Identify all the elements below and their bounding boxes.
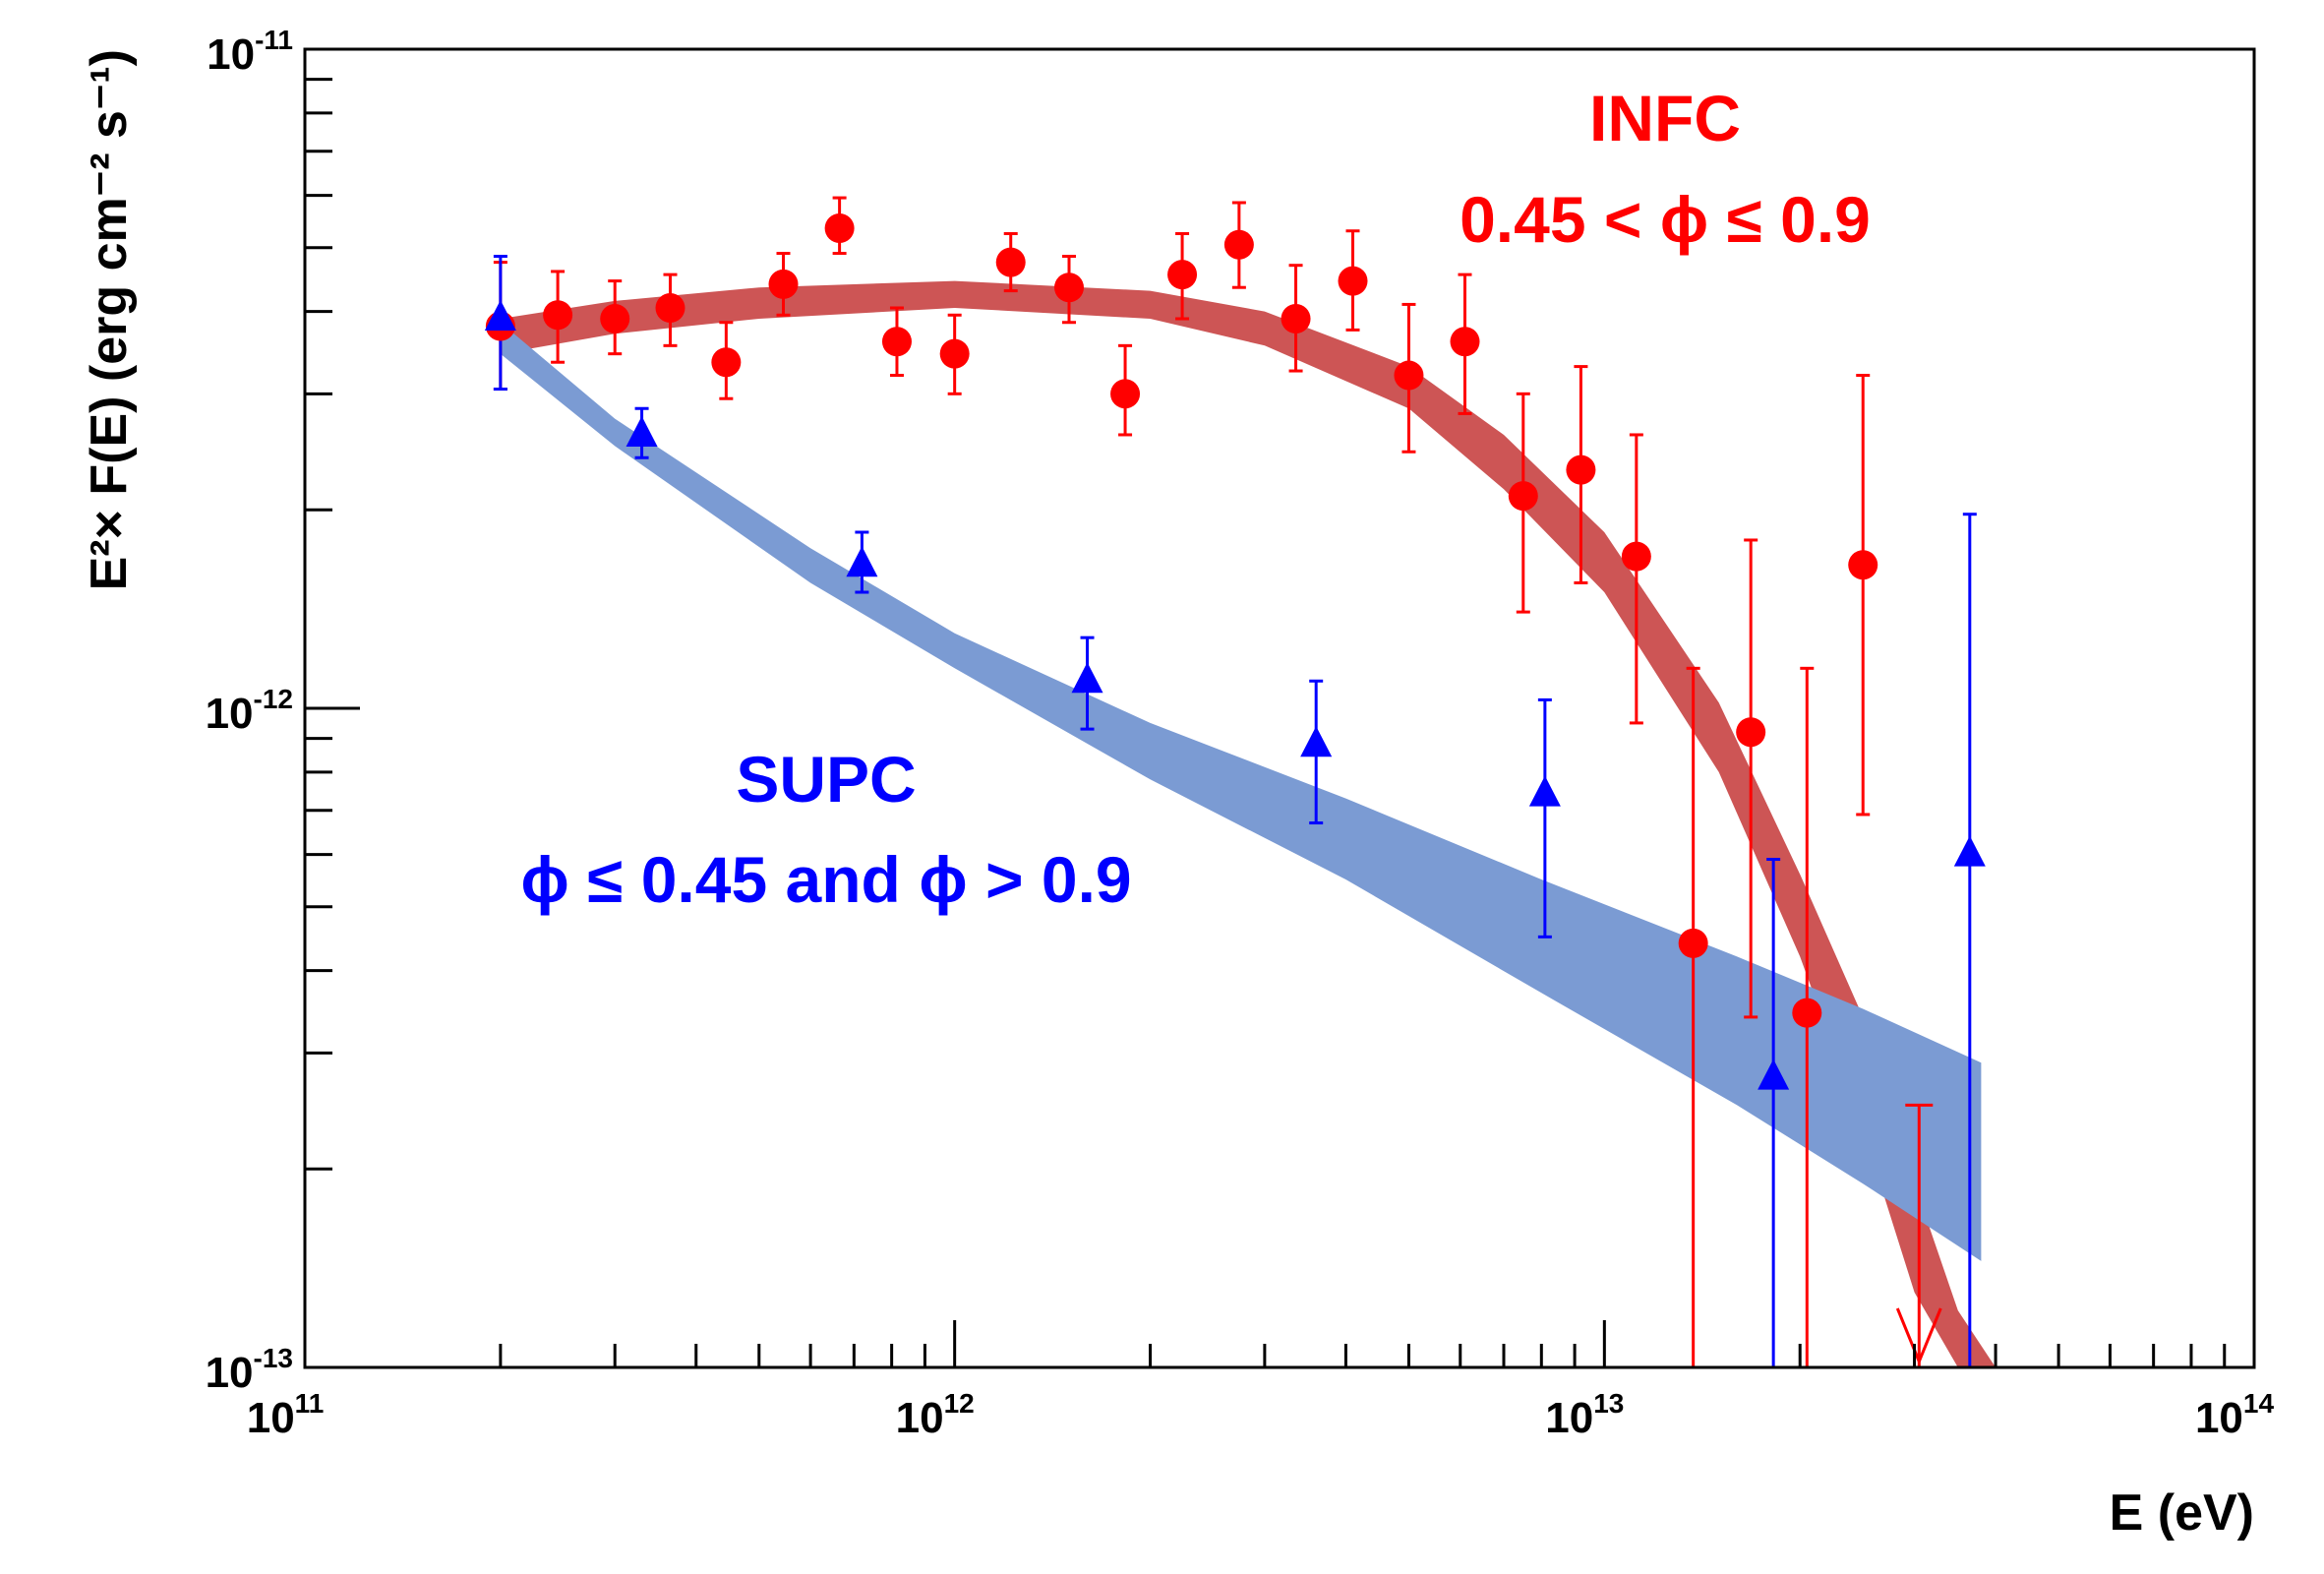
x-tick-label: 1011 [247, 1388, 325, 1442]
infc-data-point [1621, 541, 1651, 572]
supc-data-point [1953, 835, 1986, 867]
supc-data-point [484, 299, 516, 331]
infc-data-point [1167, 260, 1198, 290]
supc-label: SUPC [736, 743, 916, 816]
infc-data-point [939, 338, 970, 369]
supc-data-point [626, 415, 658, 447]
infc-data-point [1394, 360, 1424, 391]
infc-data-point [1450, 327, 1480, 357]
infc-data-point [1054, 272, 1085, 303]
infc-data-point [1338, 266, 1368, 296]
model-bands [500, 280, 1996, 1368]
infc-data-point [1736, 717, 1766, 748]
infc-data-point [1848, 550, 1878, 580]
y-axis-ticks: 10-13 10-12 10-11 [206, 25, 360, 1397]
supc-data-point [1758, 1059, 1790, 1090]
x-tick-label: 1012 [896, 1388, 975, 1442]
supc-data-point [846, 546, 878, 577]
infc-phase-range-label: 0.45 < ϕ ≤ 0.9 [1460, 183, 1871, 256]
error-bars [493, 196, 1977, 1367]
infc-data-point [1223, 229, 1254, 260]
x-axis-label: E (eV) [2110, 1484, 2254, 1542]
supc-data-point [1528, 775, 1561, 807]
infc-data-point [711, 347, 742, 378]
x-tick-label: 1014 [2195, 1388, 2275, 1442]
infc-data-point [881, 327, 912, 357]
supc-phase-range-label: ϕ ≤ 0.45 and ϕ > 0.9 [520, 843, 1131, 916]
supc-data-point [1300, 726, 1333, 757]
infc-data-point [995, 247, 1026, 277]
infc-data-point [655, 293, 685, 324]
y-tick-label: 10-13 [206, 1343, 293, 1397]
annotations: INFC 0.45 < ϕ ≤ 0.9 SUPC ϕ ≤ 0.45 and ϕ > 0… [520, 82, 1871, 916]
infc-data-point [543, 300, 573, 331]
infc-upper-limit-arrow [1895, 1307, 1942, 1365]
y-tick-label: 10-12 [206, 684, 293, 738]
infc-data-point [1566, 454, 1596, 485]
y-axis-label: E²× F(E) (erg cm⁻² s⁻¹) [81, 49, 138, 590]
infc-data-point [768, 269, 799, 299]
infc-data-point [1281, 303, 1311, 333]
infc-data-point [600, 303, 630, 333]
x-axis-ticks: 1011 1012 1013 1014 [247, 1320, 2275, 1442]
x-tick-label: 1013 [1545, 1388, 1624, 1442]
infc-label: INFC [1589, 82, 1741, 154]
y-tick-label: 10-11 [207, 25, 293, 79]
data-markers [484, 213, 1986, 1090]
infc-data-point [1792, 998, 1822, 1028]
supc-model-band [500, 322, 1982, 1261]
infc-data-point [824, 213, 855, 244]
infc-data-point [1678, 928, 1708, 958]
infc-data-point [1508, 481, 1538, 512]
infc-data-point [1110, 379, 1141, 409]
supc-data-point [1071, 662, 1103, 694]
